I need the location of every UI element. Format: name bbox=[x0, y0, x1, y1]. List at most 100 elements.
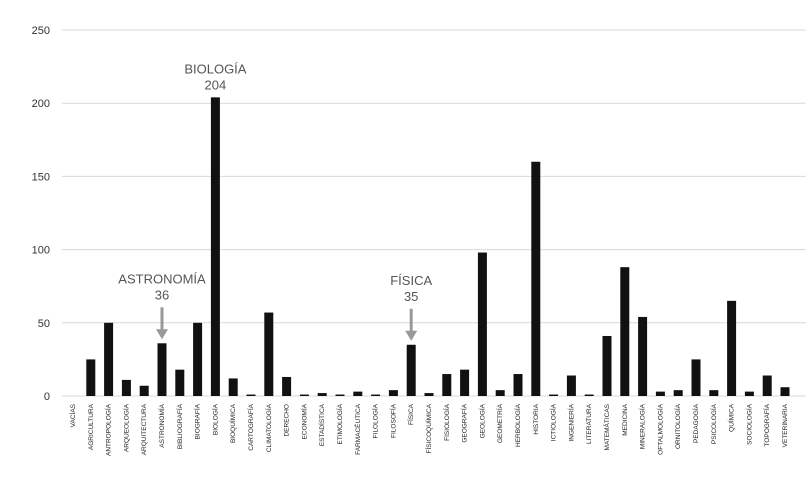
annotation-arrow bbox=[156, 307, 168, 340]
x-tick-label: MATEMÁTICAS bbox=[602, 403, 611, 450]
x-tick-label: ARQUEOLOGÍA bbox=[121, 403, 130, 452]
bar bbox=[264, 312, 274, 396]
bar bbox=[762, 375, 772, 396]
x-tick-label: BIOGRAFÍA bbox=[193, 403, 202, 439]
annotation-label: 204 bbox=[205, 77, 227, 92]
bar bbox=[371, 394, 381, 396]
bar bbox=[406, 344, 416, 396]
annotation-label: FÍSICA bbox=[390, 273, 432, 288]
annotation-label: ASTRONOMÍA bbox=[118, 271, 206, 286]
y-tick-label: 200 bbox=[32, 98, 50, 110]
bar bbox=[549, 394, 559, 396]
bar bbox=[228, 378, 238, 396]
bar bbox=[335, 394, 345, 396]
x-tick-label: DERECHO bbox=[284, 404, 291, 437]
x-tick-label: QUÍMICA bbox=[727, 403, 736, 431]
bar bbox=[388, 390, 398, 396]
bar bbox=[495, 390, 505, 396]
bars bbox=[86, 97, 790, 397]
x-tick-label: FARMACÉUTICA bbox=[353, 403, 362, 455]
bar bbox=[673, 390, 683, 396]
annotation-label: 35 bbox=[404, 289, 418, 304]
x-tick-label: CARTOGRAFÍA bbox=[246, 403, 255, 450]
x-tick-label: ECONOMÍA bbox=[299, 403, 308, 439]
bar bbox=[638, 316, 648, 396]
x-tick-label: LITERATURA bbox=[586, 403, 593, 444]
bar bbox=[620, 267, 630, 396]
x-tick-label: MINERALOGÍA bbox=[638, 403, 647, 449]
y-axis-ticks: 0 50 100 150 200 250 bbox=[32, 25, 50, 403]
x-tick-label: FISIOLOGÍA bbox=[442, 403, 451, 441]
bar bbox=[566, 375, 576, 396]
bar bbox=[709, 390, 719, 396]
annotation-label: BIOLOGÍA bbox=[184, 61, 246, 76]
y-tick-label: 0 bbox=[44, 391, 50, 403]
x-tick-label: GEOLOGÍA bbox=[477, 403, 486, 438]
x-tick-label: ETIMOLOGÍA bbox=[335, 403, 344, 444]
x-tick-label: AGRICULTURA bbox=[88, 403, 95, 450]
bar bbox=[424, 393, 434, 396]
x-tick-label: HISTORIA bbox=[533, 403, 540, 434]
x-tick-label: ICTIOLOGÍA bbox=[549, 403, 558, 441]
x-tick-label: FILOLOGÍA bbox=[371, 403, 380, 438]
x-tick-label: SOCIOLOGÍA bbox=[744, 403, 753, 444]
x-tick-label: OFTALMOLOGÍA bbox=[655, 403, 664, 454]
x-tick-label: ESTADÍSTICA bbox=[317, 403, 326, 446]
x-tick-label: PSICOLOGÍA bbox=[709, 403, 718, 444]
bar bbox=[513, 374, 523, 396]
bar bbox=[460, 369, 470, 396]
bar bbox=[157, 343, 167, 396]
bar bbox=[727, 300, 737, 396]
x-tick-label: ANTROPOLOGÍA bbox=[104, 403, 113, 456]
bar bbox=[353, 391, 363, 396]
y-tick-label: 50 bbox=[38, 318, 50, 330]
x-tick-label: HERBOLOGÍA bbox=[513, 403, 522, 447]
bar bbox=[744, 391, 754, 396]
x-tick-label: VACÍAS bbox=[68, 403, 77, 427]
bar bbox=[210, 97, 220, 397]
bar bbox=[655, 391, 665, 396]
bar bbox=[175, 369, 185, 396]
bar bbox=[86, 359, 96, 396]
x-tick-label: ARQUITECTURA bbox=[141, 403, 148, 455]
x-tick-label: BIBLIOGRAFÍA bbox=[175, 403, 184, 449]
x-tick-label: INGENIERÍA bbox=[566, 403, 575, 441]
x-tick-label: GEOMETRÍA bbox=[495, 403, 504, 443]
bar bbox=[139, 385, 149, 396]
x-axis-category-labels: VACÍAS AGRICULTURA ANTROPOLOGÍA ARQUEOLOGÍA… bbox=[68, 403, 789, 456]
x-tick-label: FILOSOFÍA bbox=[388, 403, 397, 438]
bar bbox=[121, 379, 131, 396]
bar bbox=[193, 322, 203, 396]
x-tick-label: ASTRONOMÍA bbox=[157, 403, 166, 447]
gridlines bbox=[62, 29, 806, 397]
x-tick-label: TOPOGRAFÍA bbox=[762, 403, 771, 446]
x-tick-label: CLIMATOLOGÍA bbox=[264, 403, 273, 452]
bar bbox=[442, 374, 452, 396]
bar bbox=[246, 394, 256, 396]
y-tick-label: 150 bbox=[32, 171, 50, 183]
x-tick-label: FÍSICA bbox=[406, 403, 415, 425]
bar bbox=[282, 376, 292, 396]
x-tick-label: PEDAGOGÍA bbox=[691, 403, 700, 443]
y-tick-label: 100 bbox=[32, 245, 50, 257]
x-tick-label: ORNITOLOGÍA bbox=[673, 403, 682, 449]
x-tick-label: FÍSICOQUÍMICA bbox=[424, 403, 433, 453]
x-tick-label: GEOGRAFÍA bbox=[460, 403, 469, 442]
bar bbox=[317, 393, 327, 396]
x-tick-label: MEDICINA bbox=[622, 403, 629, 435]
bar bbox=[531, 161, 541, 396]
bar bbox=[584, 394, 594, 396]
bar bbox=[780, 387, 790, 396]
x-tick-label: BIOLOGÍA bbox=[210, 403, 219, 435]
bar bbox=[602, 335, 612, 396]
annotation-arrow bbox=[405, 308, 418, 341]
bar bbox=[299, 394, 309, 396]
bar bbox=[104, 322, 114, 396]
bar bbox=[477, 252, 487, 396]
x-tick-label: BIOQUÍMICA bbox=[228, 403, 237, 443]
bar bbox=[691, 359, 701, 396]
y-tick-label: 250 bbox=[32, 25, 50, 37]
annotation-label: 36 bbox=[155, 287, 169, 302]
